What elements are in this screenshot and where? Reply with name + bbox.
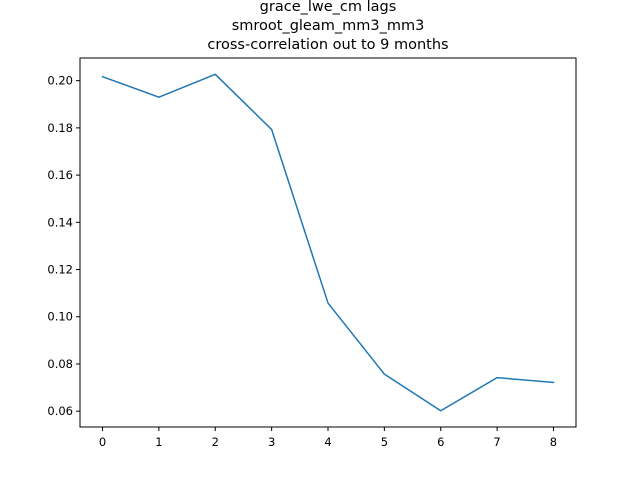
y-axis: 0.06 0.08 0.10 0.12 0.14 0.16 0.18 0.20 — [47, 74, 80, 418]
title-line-1: grace_lwe_cm lags — [260, 0, 397, 15]
y-tick-label: 0.20 — [47, 74, 73, 88]
x-axis: 0 1 2 3 4 5 6 7 8 — [99, 427, 557, 449]
y-tick-label: 0.08 — [47, 357, 73, 371]
x-tick-label: 7 — [493, 435, 500, 449]
series-layer — [101, 73, 555, 412]
x-tick-label: 0 — [99, 435, 106, 449]
y-tick-label: 0.06 — [47, 404, 73, 418]
title-line-2: smroot_gleam_mm3_mm3 — [232, 18, 425, 34]
x-tick-label: 3 — [268, 435, 275, 449]
y-tick-label: 0.10 — [47, 310, 73, 324]
x-tick-label: 1 — [155, 435, 162, 449]
y-tick-label: 0.14 — [47, 215, 73, 229]
title-line-3: cross-correlation out to 9 months — [207, 37, 448, 53]
x-tick-label: 6 — [437, 435, 444, 449]
y-tick-label: 0.12 — [47, 263, 73, 277]
x-tick-label: 2 — [212, 435, 219, 449]
x-tick-label: 8 — [550, 435, 557, 449]
x-tick-label: 5 — [381, 435, 388, 449]
chart-title: grace_lwe_cm lags smroot_gleam_mm3_mm3 c… — [207, 0, 448, 53]
y-tick-label: 0.16 — [47, 168, 73, 182]
y-tick-label: 0.18 — [47, 121, 73, 135]
x-tick-label: 4 — [324, 435, 331, 449]
